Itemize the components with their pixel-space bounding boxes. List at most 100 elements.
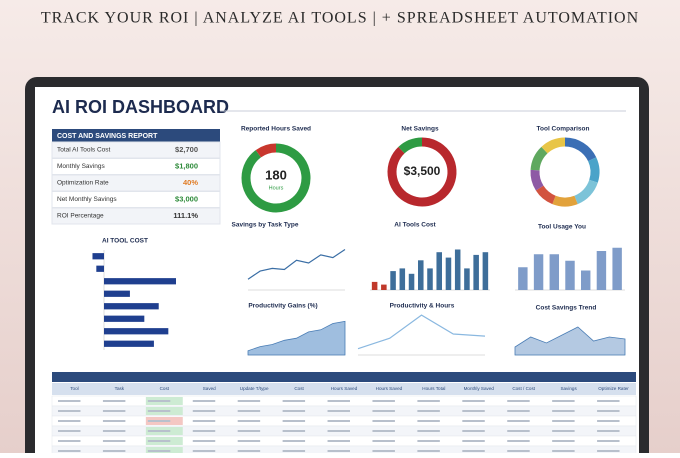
table-column-header: Savings — [560, 386, 577, 391]
table-cell-placeholder — [237, 430, 261, 432]
bar — [549, 254, 559, 290]
table-cell-placeholder — [147, 400, 171, 402]
bar — [581, 270, 591, 290]
table-column-header: Task — [115, 386, 125, 391]
table-cell-placeholder — [192, 450, 216, 452]
table-cell-placeholder — [597, 410, 620, 412]
table-cell-placeholder — [552, 440, 575, 442]
bar — [104, 340, 154, 347]
bar — [612, 247, 622, 290]
donut-segment — [530, 146, 548, 171]
report-value: 40% — [183, 178, 198, 187]
table-cell-placeholder — [507, 430, 530, 432]
bar — [445, 257, 452, 290]
bar — [104, 290, 130, 297]
table-cell-placeholder — [282, 420, 306, 422]
chart-title: Reported Hours Saved — [241, 126, 311, 133]
table-cell-placeholder — [462, 450, 485, 452]
table-cell-placeholder — [58, 410, 81, 412]
bar — [104, 315, 145, 322]
table-column-header: Hours Total — [422, 386, 445, 391]
table-cell-placeholder — [372, 440, 395, 442]
table-cell-placeholder — [597, 430, 620, 432]
bar — [518, 267, 528, 290]
line — [357, 314, 486, 350]
table-cell-placeholder — [327, 400, 350, 402]
donut-segment — [587, 157, 600, 183]
table-cell-placeholder — [507, 450, 530, 452]
chart-title: Productivity & Hours — [390, 303, 455, 310]
chart-title: AI TOOL COST — [102, 238, 148, 245]
table-cell-placeholder — [372, 450, 395, 452]
table-cell-placeholder — [58, 420, 81, 422]
report-value: $2,700 — [175, 145, 198, 154]
table-cell-placeholder — [372, 410, 395, 412]
table-cell-placeholder — [507, 410, 530, 412]
table-column-header: Update T/type — [240, 386, 269, 391]
chart-title: Net Savings — [401, 126, 439, 133]
report-label: Monthly Savings — [57, 163, 105, 170]
donut-segment — [564, 137, 597, 162]
bar — [565, 260, 575, 290]
donut-segment — [552, 195, 578, 207]
area — [247, 320, 346, 356]
report-label: Net Monthly Savings — [57, 196, 117, 203]
bar — [454, 249, 461, 290]
donut-segment — [574, 179, 598, 205]
table-cell-placeholder — [58, 450, 81, 452]
donut-segment — [535, 185, 556, 205]
table-cell-placeholder — [282, 440, 306, 442]
donut-segment — [255, 143, 277, 158]
table-cell-placeholder — [552, 430, 575, 432]
table-cell-placeholder — [327, 450, 350, 452]
table-cell-placeholder — [372, 420, 395, 422]
bar — [464, 268, 470, 290]
table-cell-placeholder — [462, 420, 485, 422]
chart-title: Savings by Task Type — [232, 222, 299, 229]
table-cell-placeholder — [417, 400, 440, 402]
report-value: $3,000 — [175, 194, 198, 203]
table-cell-placeholder — [192, 430, 216, 432]
bar — [473, 254, 479, 290]
table-cell-placeholder — [417, 440, 440, 442]
table-cell-placeholder — [327, 410, 350, 412]
tagline: TRACK YOUR ROI | ANALYZE AI TOOLS | + SP… — [41, 10, 639, 27]
table-column-header: Saved — [203, 386, 216, 391]
table-cell-placeholder — [102, 430, 126, 432]
report-label: ROI Percentage — [57, 213, 104, 220]
report-label: Optimization Rate — [57, 180, 109, 187]
table-cell-placeholder — [192, 420, 216, 422]
bar — [596, 251, 607, 290]
table-column-header: Hours Saved — [331, 386, 358, 391]
donut-segment — [398, 137, 423, 154]
table-column-header: Hours Saved — [376, 386, 403, 391]
table-cell-placeholder — [507, 400, 530, 402]
table-cell-placeholder — [417, 420, 440, 422]
report-title: COST AND SAVINGS REPORT — [57, 133, 158, 140]
table-cell-placeholder — [552, 400, 575, 402]
bar — [482, 252, 489, 290]
bar — [92, 253, 104, 260]
table-column-header: Cost — [160, 386, 170, 391]
report-label: Total AI Tools Cost — [57, 147, 111, 154]
bar — [104, 328, 169, 335]
bar — [399, 268, 406, 290]
table-cell-placeholder — [552, 410, 575, 412]
donut-segment — [541, 137, 566, 154]
table-cell-placeholder — [417, 450, 440, 452]
bar — [96, 265, 104, 272]
table-top-bar — [52, 372, 636, 382]
area — [514, 326, 626, 356]
donut-segment — [530, 169, 544, 191]
bar — [408, 273, 415, 290]
table-cell-placeholder — [192, 440, 216, 442]
table-column-header: Cost / Cost — [512, 386, 535, 391]
table-cell-placeholder — [102, 410, 126, 412]
table-cell-placeholder — [282, 410, 306, 412]
report-value: $1,800 — [175, 161, 198, 170]
table-cell-placeholder — [597, 450, 620, 452]
donut-center-text: 180 — [265, 167, 287, 182]
table-cell-placeholder — [462, 410, 485, 412]
table-cell-placeholder — [417, 410, 440, 412]
